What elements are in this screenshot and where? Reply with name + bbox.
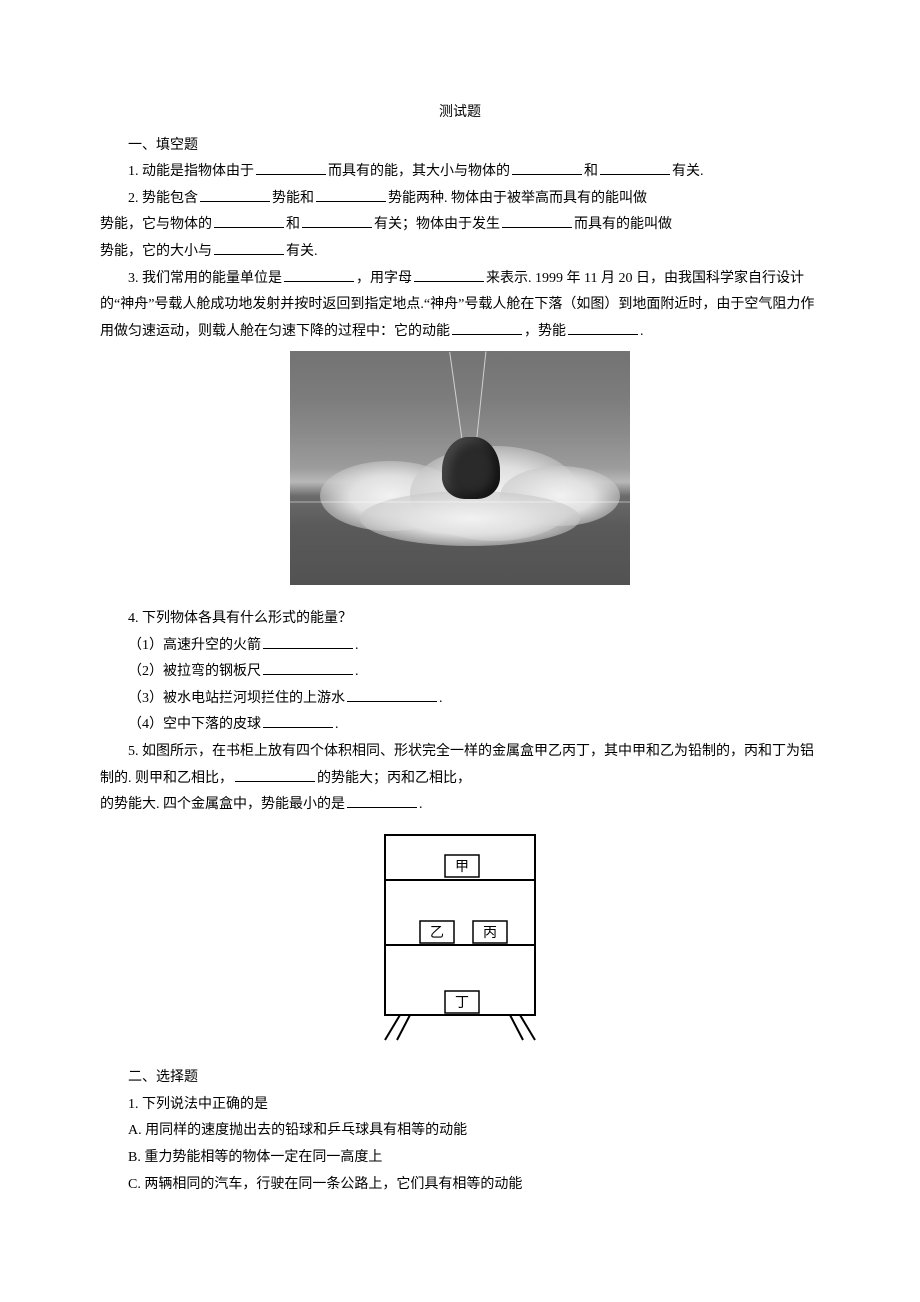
q1-text-a: 1. 动能是指物体由于: [128, 164, 254, 179]
box-label-3: 丙: [483, 926, 497, 941]
shelf-image: 甲 乙 丙 丁: [100, 825, 820, 1056]
q4-4: （4）空中下落的皮球.: [100, 712, 820, 739]
page-title: 测试题: [100, 100, 820, 127]
shenzhou-image: [100, 351, 820, 596]
q4-3-end: .: [439, 691, 443, 706]
mc1-stem: 1. 下列说法中正确的是: [100, 1092, 820, 1119]
q5-text-b: 的势能大；丙和乙相比，: [317, 771, 471, 786]
q1-blank-2: [512, 160, 582, 175]
q3-blank-1: [284, 267, 354, 282]
q2-text-i: 有关.: [286, 244, 318, 259]
q2-blank-4: [302, 213, 372, 228]
q4-stem: 4. 下列物体各具有什么形式的能量？: [100, 606, 820, 633]
q4-2: （2）被拉弯的钢板尺.: [100, 659, 820, 686]
q4-4-blank: [263, 713, 333, 728]
section2-heading: 二、选择题: [100, 1065, 820, 1092]
q4-1-text: （1）高速升空的火箭: [128, 638, 261, 653]
q4-2-end: .: [355, 664, 359, 679]
q1-blank-3: [600, 160, 670, 175]
q2-blank-5: [502, 213, 572, 228]
shenzhou-graphic: [290, 351, 630, 585]
q2-blank-2: [316, 187, 386, 202]
q2-line3: 势能，它的大小与 有关.: [100, 239, 820, 266]
section1-heading: 一、填空题: [100, 133, 820, 160]
q1-text-d: 有关.: [672, 164, 704, 179]
q2-text-h: 势能，它的大小与: [100, 244, 212, 259]
q4-4-end: .: [335, 717, 339, 732]
q1-text-b: 而具有的能，其大小与物体的: [328, 164, 510, 179]
q3-text-e: .: [640, 324, 644, 339]
q2-line1: 2. 势能包含 势能和 势能两种. 物体由于被举高而具有的能叫做: [100, 186, 820, 213]
q4-2-text: （2）被拉弯的钢板尺: [128, 664, 261, 679]
capsule-icon: [442, 437, 500, 499]
q4-4-text: （4）空中下落的皮球: [128, 717, 261, 732]
q3-text-b: ，用字母: [356, 271, 412, 286]
q4-2-blank: [263, 660, 353, 675]
q2-text-e: 和: [286, 217, 300, 232]
q2-blank-3: [214, 213, 284, 228]
dust-cloud-icon: [360, 491, 580, 546]
q2-blank-1: [200, 187, 270, 202]
mc1-option-b: B. 重力势能相等的物体一定在同一高度上: [100, 1145, 820, 1172]
q3-blank-4: [568, 320, 638, 335]
q5-blank-1: [235, 767, 315, 782]
box-label-1: 甲: [455, 860, 469, 875]
mc1-option-c: C. 两辆相同的汽车，行驶在同一条公路上，它们具有相等的动能: [100, 1172, 820, 1199]
mc1-option-a: A. 用同样的速度抛出去的铅球和乒乓球具有相等的动能: [100, 1118, 820, 1145]
shelf-diagram: 甲 乙 丙 丁: [365, 825, 555, 1045]
q5: 5. 如图所示，在书柜上放有四个体积相同、形状完全一样的金属盒甲乙丙丁，其中甲和…: [100, 739, 820, 792]
q3-text-d: ，势能: [524, 324, 566, 339]
q2-text-c: 势能两种. 物体由于被举高而具有的能叫做: [388, 191, 647, 206]
q1-text-c: 和: [584, 164, 598, 179]
q3-text-a: 3. 我们常用的能量单位是: [128, 271, 282, 286]
q2-text-d: 势能，它与物体的: [100, 217, 212, 232]
box-label-2: 乙: [430, 925, 444, 941]
q5-line2: 的势能大. 四个金属盒中，势能最小的是.: [100, 792, 820, 819]
q2-text-a: 2. 势能包含: [128, 191, 198, 206]
q4-3: （3）被水电站拦河坝拦住的上游水.: [100, 686, 820, 713]
q2-text-f: 有关；物体由于发生: [374, 217, 500, 232]
q2-line2: 势能，它与物体的 和 有关；物体由于发生 而具有的能叫做: [100, 212, 820, 239]
q2-text-g: 而具有的能叫做: [574, 217, 672, 232]
box-label-4: 丁: [455, 996, 469, 1011]
q5-blank-2: [347, 793, 417, 808]
rope-icon: [449, 352, 463, 443]
q3-blank-2: [414, 267, 484, 282]
q2-blank-6: [214, 240, 284, 255]
q4-1: （1）高速升空的火箭.: [100, 633, 820, 660]
q4-1-end: .: [355, 638, 359, 653]
q1-blank-1: [256, 160, 326, 175]
q4-3-blank: [347, 687, 437, 702]
ground-line-icon: [290, 501, 630, 503]
rope-icon: [476, 352, 486, 442]
q3: 3. 我们常用的能量单位是，用字母来表示. 1999 年 11 月 20 日，由…: [100, 266, 820, 346]
q5-text-c: 的势能大. 四个金属盒中，势能最小的是: [100, 797, 345, 812]
q4-1-blank: [263, 634, 353, 649]
q3-blank-3: [452, 320, 522, 335]
q2-text-b: 势能和: [272, 191, 314, 206]
q4-3-text: （3）被水电站拦河坝拦住的上游水: [128, 691, 345, 706]
q1: 1. 动能是指物体由于 而具有的能，其大小与物体的 和 有关.: [100, 159, 820, 186]
q5-text-d: .: [419, 797, 423, 812]
